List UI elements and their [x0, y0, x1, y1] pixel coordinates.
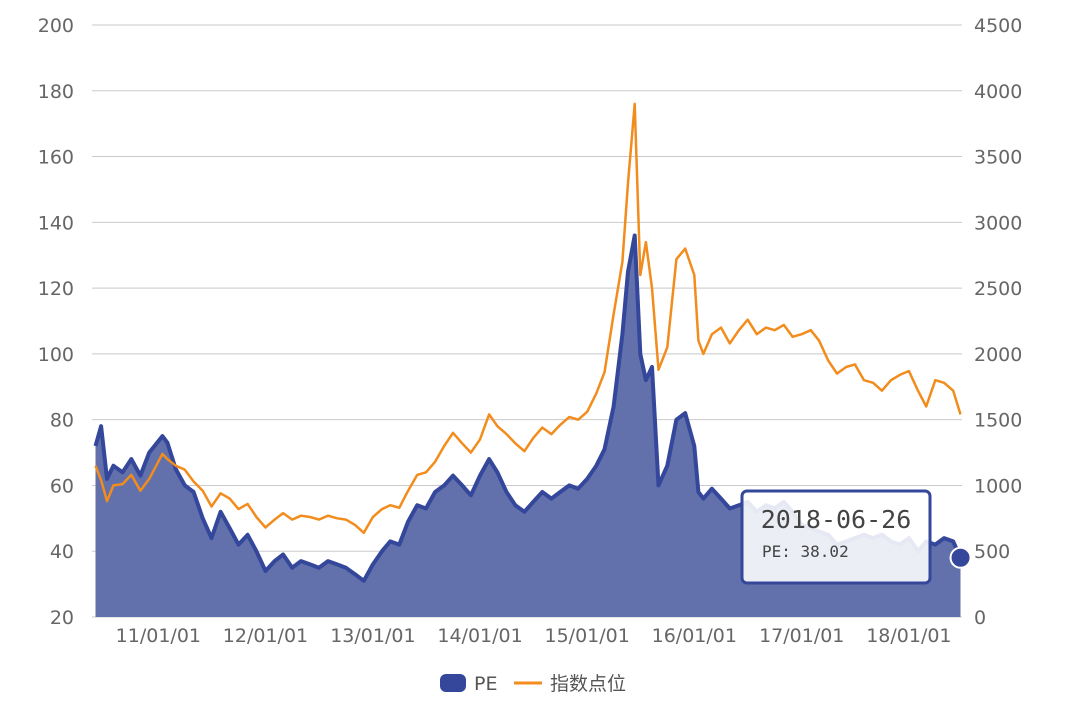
left-tick-label: 80 — [50, 410, 74, 432]
x-tick-label: 17/01/01 — [759, 625, 844, 647]
legend-item-index[interactable]: 指数点位 — [514, 673, 626, 695]
index-line — [94, 102, 962, 535]
right-tick-label: 2000 — [974, 344, 1022, 366]
right-tick-label: 3000 — [974, 212, 1022, 234]
left-tick-label: 100 — [38, 344, 74, 366]
x-tick-label: 14/01/01 — [437, 625, 522, 647]
x-tick-label: 13/01/01 — [330, 625, 415, 647]
right-tick-label: 4000 — [974, 81, 1022, 103]
left-tick-label: 120 — [38, 278, 74, 300]
tooltip-box — [740, 489, 932, 585]
right-tick-label: 3500 — [974, 147, 1022, 169]
left-tick-label: 200 — [38, 15, 74, 37]
x-tick-label: 18/01/01 — [866, 625, 951, 647]
tooltip: 2018-06-26 PE: 38.02 — [740, 489, 932, 585]
legend-item-pe[interactable]: PE — [440, 673, 497, 695]
left-tick-label: 140 — [38, 212, 74, 234]
tooltip-marker[interactable] — [949, 546, 972, 569]
left-tick-label: 180 — [38, 81, 74, 103]
legend-label-pe: PE — [474, 673, 497, 695]
tooltip-date: 2018-06-26 — [761, 505, 912, 534]
right-tick-label: 4500 — [974, 15, 1022, 37]
right-tick-label: 500 — [974, 541, 1010, 563]
legend-swatch-pe — [440, 674, 466, 692]
legend: PE 指数点位 — [440, 673, 626, 695]
right-axis-ticks: 0 500 1000 1500 2000 2500 3000 3500 4000 4500 — [974, 15, 1022, 629]
left-tick-label: 40 — [50, 541, 74, 563]
legend-label-index: 指数点位 — [550, 673, 626, 695]
left-tick-label: 20 — [50, 607, 74, 629]
right-tick-label: 2500 — [974, 278, 1022, 300]
right-tick-label: 1000 — [974, 475, 1022, 497]
left-tick-label: 160 — [38, 147, 74, 169]
right-tick-label: 1500 — [974, 410, 1022, 432]
x-tick-label: 11/01/01 — [116, 625, 201, 647]
left-tick-label: 60 — [50, 475, 74, 497]
left-axis-ticks: 20 40 60 80 100 120 140 160 180 200 — [38, 15, 74, 629]
x-tick-label: 12/01/01 — [223, 625, 308, 647]
tooltip-value: PE: 38.02 — [762, 542, 849, 561]
x-axis-ticks: 11/01/01 12/01/01 13/01/01 14/01/01 15/01/01… — [116, 625, 952, 647]
x-tick-label: 15/01/01 — [545, 625, 630, 647]
right-tick-label: 0 — [974, 607, 986, 629]
x-tick-label: 16/01/01 — [652, 625, 737, 647]
